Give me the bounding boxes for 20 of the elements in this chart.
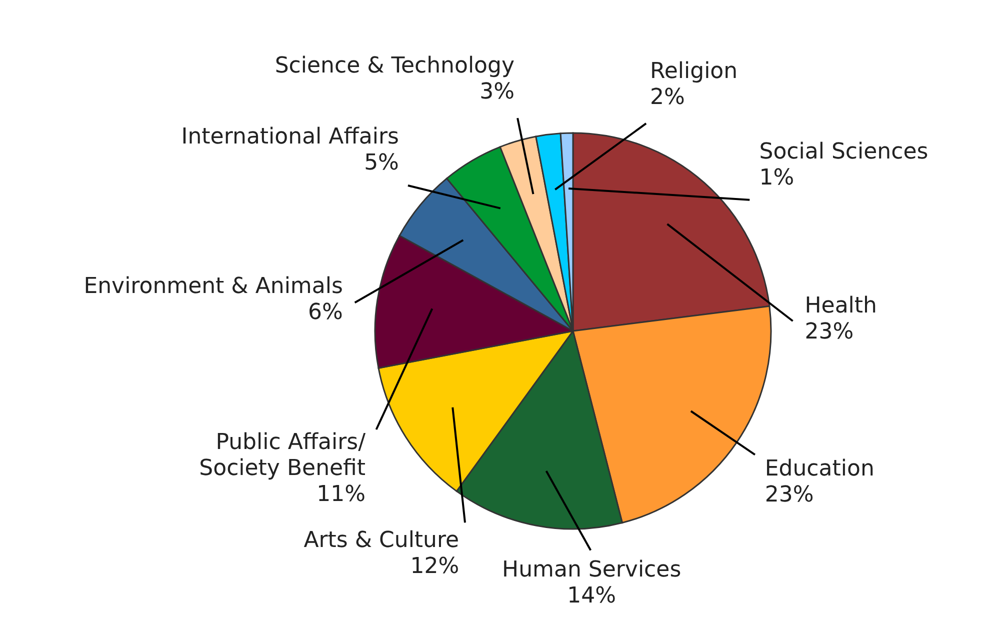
slice-label: Human Services [502, 557, 682, 582]
slice-label: Public Affairs/ Society Benefit [199, 430, 366, 481]
data-label: 14% [567, 583, 616, 608]
slice-label: Health [804, 293, 878, 318]
slice-label: Religion [650, 59, 738, 84]
slice-label: Science & Technology [274, 53, 515, 78]
data-label: 23% [804, 319, 854, 344]
slice-label: International Affairs [181, 124, 399, 150]
slice-label: Environment & Animals [84, 274, 343, 300]
slice-label: Education [764, 456, 874, 482]
data-label: 12% [410, 554, 460, 580]
data-label: 2% [650, 85, 685, 110]
data-label: 3% [480, 79, 515, 104]
slice-label: Arts & Culture [304, 528, 460, 554]
data-label: 5% [364, 150, 399, 176]
data-label: 6% [308, 300, 343, 326]
data-label: 11% [316, 482, 366, 507]
data-label: 23% [764, 482, 814, 508]
slice-label: Social Sciences [759, 140, 928, 165]
data-label: 1% [759, 166, 794, 191]
